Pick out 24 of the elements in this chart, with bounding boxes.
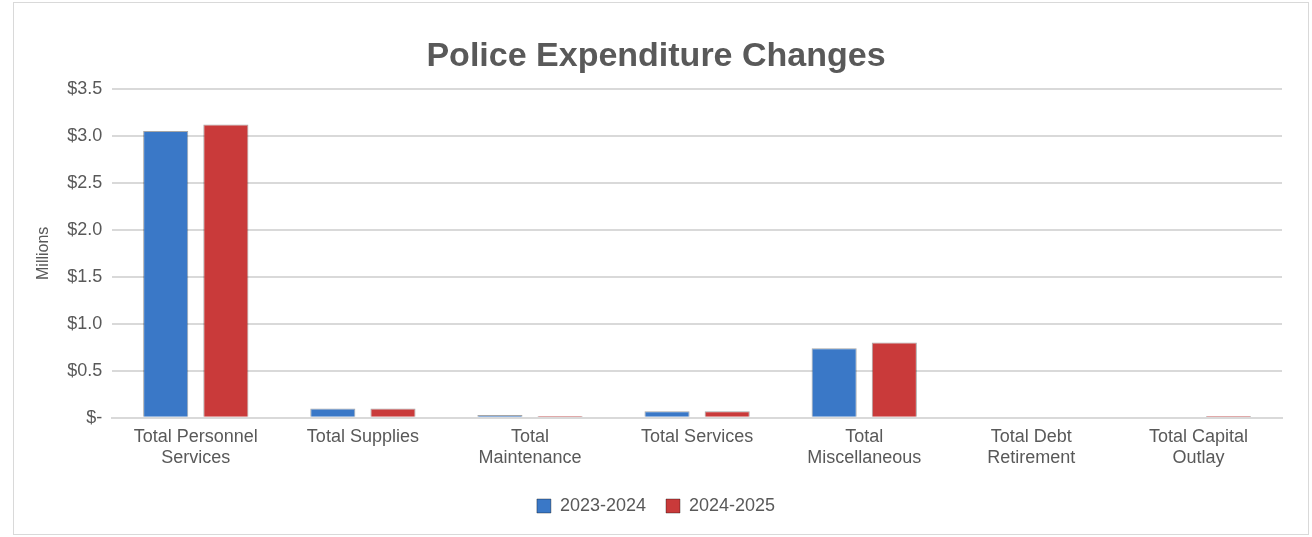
- y-tick-label: $1.5: [67, 265, 103, 286]
- category-label: Total Services: [641, 425, 754, 446]
- category-label: Maintenance: [478, 447, 582, 468]
- category-label: Services: [161, 447, 231, 468]
- y-tick-label: $-: [86, 406, 103, 427]
- y-tick-label: $3.5: [67, 77, 103, 98]
- y-axis-title: Millions: [34, 226, 52, 280]
- y-tick-label: $2.5: [67, 171, 103, 192]
- category-label: Miscellaneous: [807, 447, 922, 468]
- category-label: Total Capital: [1148, 425, 1248, 446]
- category-label: Total Supplies: [306, 425, 419, 446]
- category-label: Retirement: [987, 447, 1076, 468]
- category-label: Total: [510, 425, 550, 446]
- category-label: Total Debt: [990, 425, 1072, 446]
- y-tick-label: $0.5: [67, 359, 103, 380]
- category-label: Total Personnel: [133, 425, 258, 446]
- category-label: Total: [845, 425, 884, 446]
- y-tick-label: $2.0: [67, 218, 103, 239]
- chart-title: Police Expenditure Changes: [426, 34, 886, 73]
- legend-label: 2023-2024: [559, 494, 647, 515]
- y-tick-label: $3.0: [67, 124, 103, 145]
- category-label: Outlay: [1172, 447, 1225, 468]
- y-tick-label: $1.0: [67, 312, 103, 333]
- legend-label: 2024-2025: [689, 494, 776, 515]
